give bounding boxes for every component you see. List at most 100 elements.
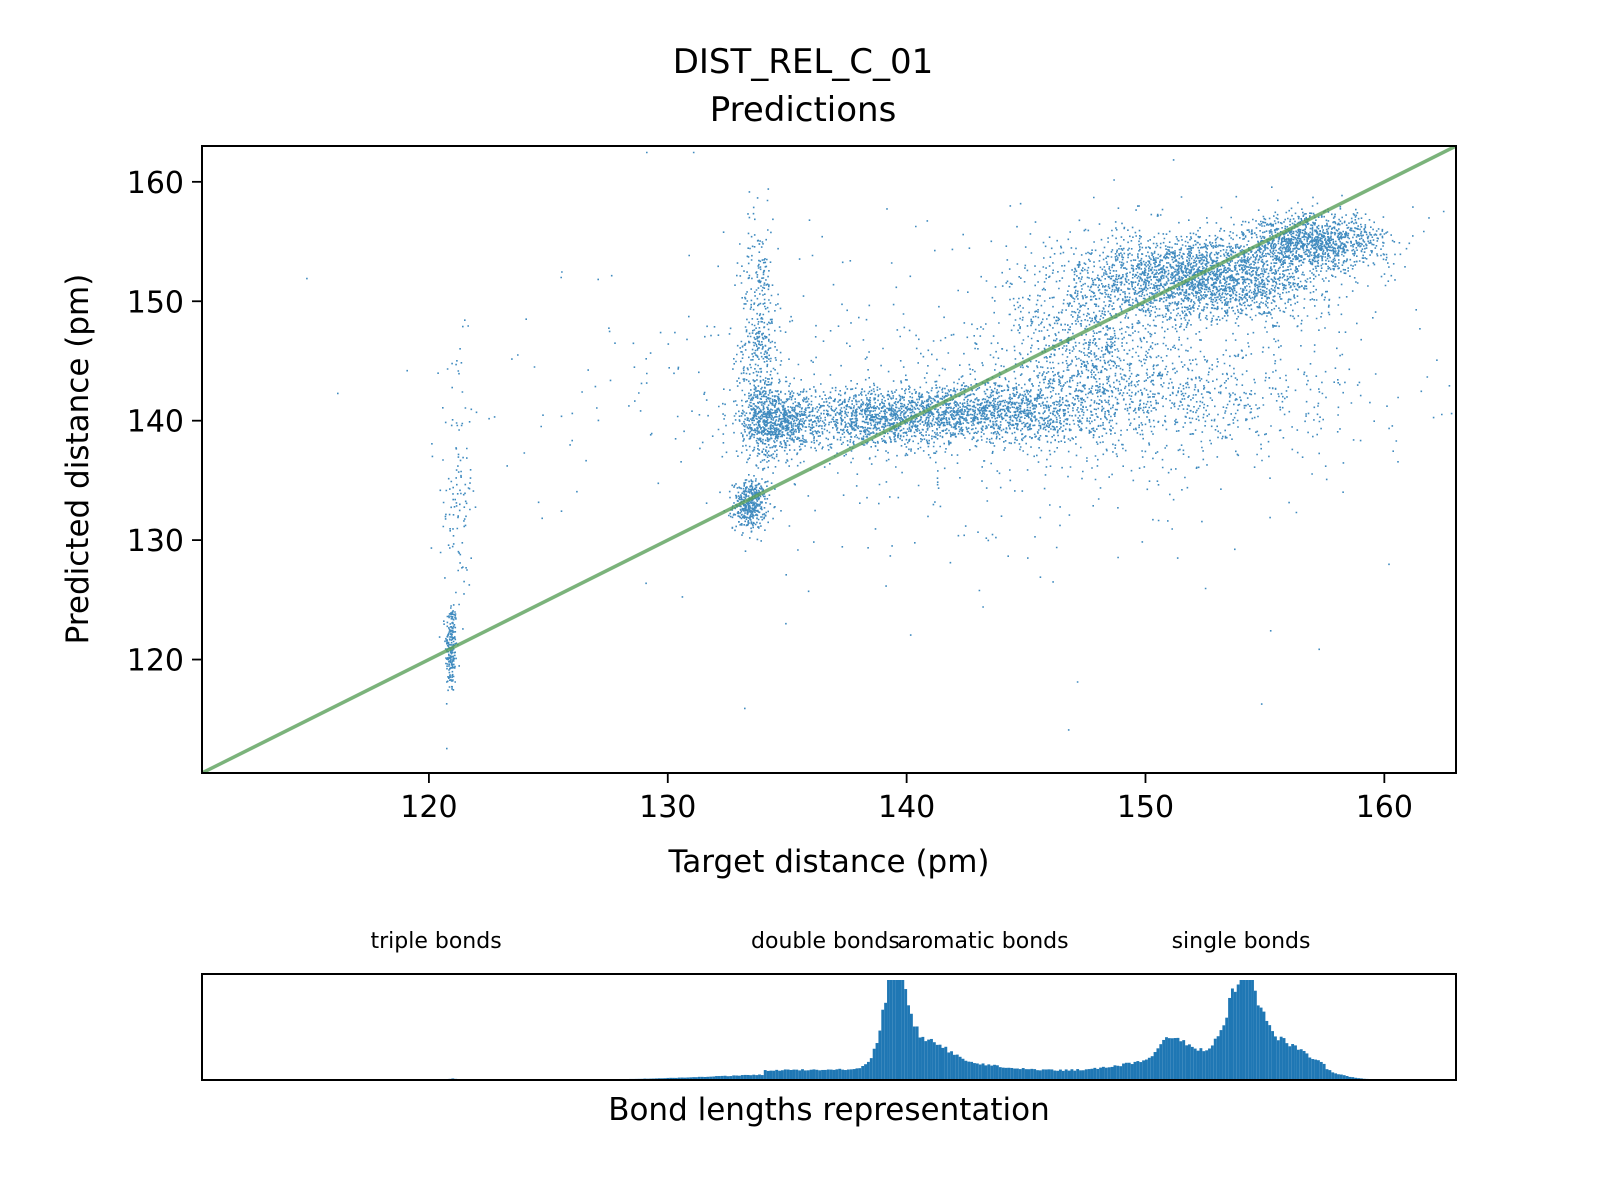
histogram-bar [1351,1077,1355,1080]
histogram-bar [803,1070,807,1080]
histogram-bar [1185,1045,1189,1080]
scatter-points [306,151,1453,750]
histogram-bar [1288,1046,1292,1080]
histogram-bar [1139,1062,1143,1080]
histogram-bar [832,1069,836,1080]
bond-label: single bonds [1172,929,1311,954]
histogram-bar [921,1036,925,1080]
histogram-bar [1081,1070,1085,1080]
histogram-bar [1305,1053,1309,1080]
histogram-bar [780,1070,784,1080]
histogram-bar [993,1064,996,1080]
histogram-bar [1013,1068,1017,1080]
histogram-bar [1033,1069,1037,1080]
histogram-bar [1116,1065,1120,1080]
histogram-bar [1248,980,1252,1080]
histogram-bar [1001,1067,1005,1080]
histogram-bar [1079,1070,1082,1080]
histogram-bar [1193,1048,1197,1080]
histogram-bar [1294,1045,1297,1080]
histogram-bar [1004,1067,1008,1080]
histogram-bar [1087,1069,1091,1080]
histogram-bar [990,1065,994,1080]
histogram-bar [1073,1070,1077,1080]
histogram-bar [1291,1044,1295,1080]
histogram-bar [1016,1068,1019,1080]
histogram-bar [1337,1074,1340,1080]
histogram-bar [987,1064,991,1080]
histogram-bar [677,1077,681,1080]
histogram-bar [740,1075,744,1080]
histogram-bar [1259,1007,1263,1080]
histogram-bar [792,1069,796,1080]
histogram-bar [735,1075,738,1080]
histogram-bar [955,1054,959,1080]
scatter-point-cloud [306,151,1453,750]
histogram-bar [1322,1063,1326,1080]
histogram-bar [904,989,908,1080]
y-tick-label: 130 [127,524,184,559]
histogram-bar [1331,1072,1335,1080]
histogram-x-label: Bond lengths representation [608,1092,1050,1128]
histogram-bar [1119,1066,1123,1080]
scatter-axes-frame [201,145,1457,774]
histogram-bar [783,1069,787,1080]
x-tick-label: 120 [400,790,457,825]
histogram-bar [1328,1070,1332,1080]
histogram-axes-frame [201,973,1457,1081]
histogram-bar [769,1070,773,1080]
histogram-bar [1047,1069,1051,1080]
histogram-bar [697,1076,701,1080]
histogram-bar [823,1069,827,1080]
histogram-bar [689,1077,693,1080]
histogram-bar [895,980,899,1080]
histogram-bar [912,1026,916,1080]
histogram-bar [1213,1038,1217,1080]
histogram-bar [898,980,902,1080]
histogram-bar [975,1063,979,1080]
histogram-bar [806,1070,810,1080]
histogram-bar [858,1068,862,1080]
histogram-bar [841,1069,845,1080]
histogram-bar [941,1047,945,1080]
histogram-bar [855,1068,859,1080]
histogram-bar [1064,1069,1068,1080]
bond-label: triple bonds [370,929,501,954]
histogram-bar [1038,1070,1042,1080]
histogram-bar [729,1076,733,1080]
y-tick-label: 120 [127,644,184,679]
histogram-bar [1302,1050,1306,1080]
histogram-bar [775,1069,779,1080]
x-axis-ticks: 120 130 140 150 160 [400,773,1413,825]
bond-label: double bonds [751,929,900,954]
histogram-bar [1228,997,1231,1080]
histogram-bar [672,1077,675,1080]
histogram-bar [1156,1048,1160,1080]
histogram-bar [1314,1059,1317,1080]
histogram-bar [918,1037,922,1080]
histogram-bar [1256,1005,1260,1080]
histogram-bar [1136,1061,1140,1080]
bond-label: aromatic bonds [898,929,1069,954]
histogram-bar [1354,1077,1358,1080]
histogram-bar [852,1069,856,1080]
histogram-bar [809,1069,813,1080]
histogram-bar [818,1070,822,1080]
histogram-bar [778,1070,781,1080]
histogram-bar [815,1069,819,1080]
histogram-bar [1239,980,1243,1080]
histogram-bar [1147,1057,1151,1080]
histogram-bar [758,1074,761,1080]
histogram-bar [909,1013,913,1080]
histogram-bar [844,1070,847,1080]
histogram-bar [743,1074,747,1080]
chart-subtitle: Predictions [710,90,897,130]
y-tick-label: 160 [127,166,184,201]
histogram-bar [1285,1043,1289,1080]
histogram-bar [1050,1069,1054,1080]
histogram-bar [1225,1017,1229,1080]
histogram-bar [1099,1067,1103,1080]
histogram-bar [1159,1044,1163,1080]
histogram-bar [861,1065,865,1080]
